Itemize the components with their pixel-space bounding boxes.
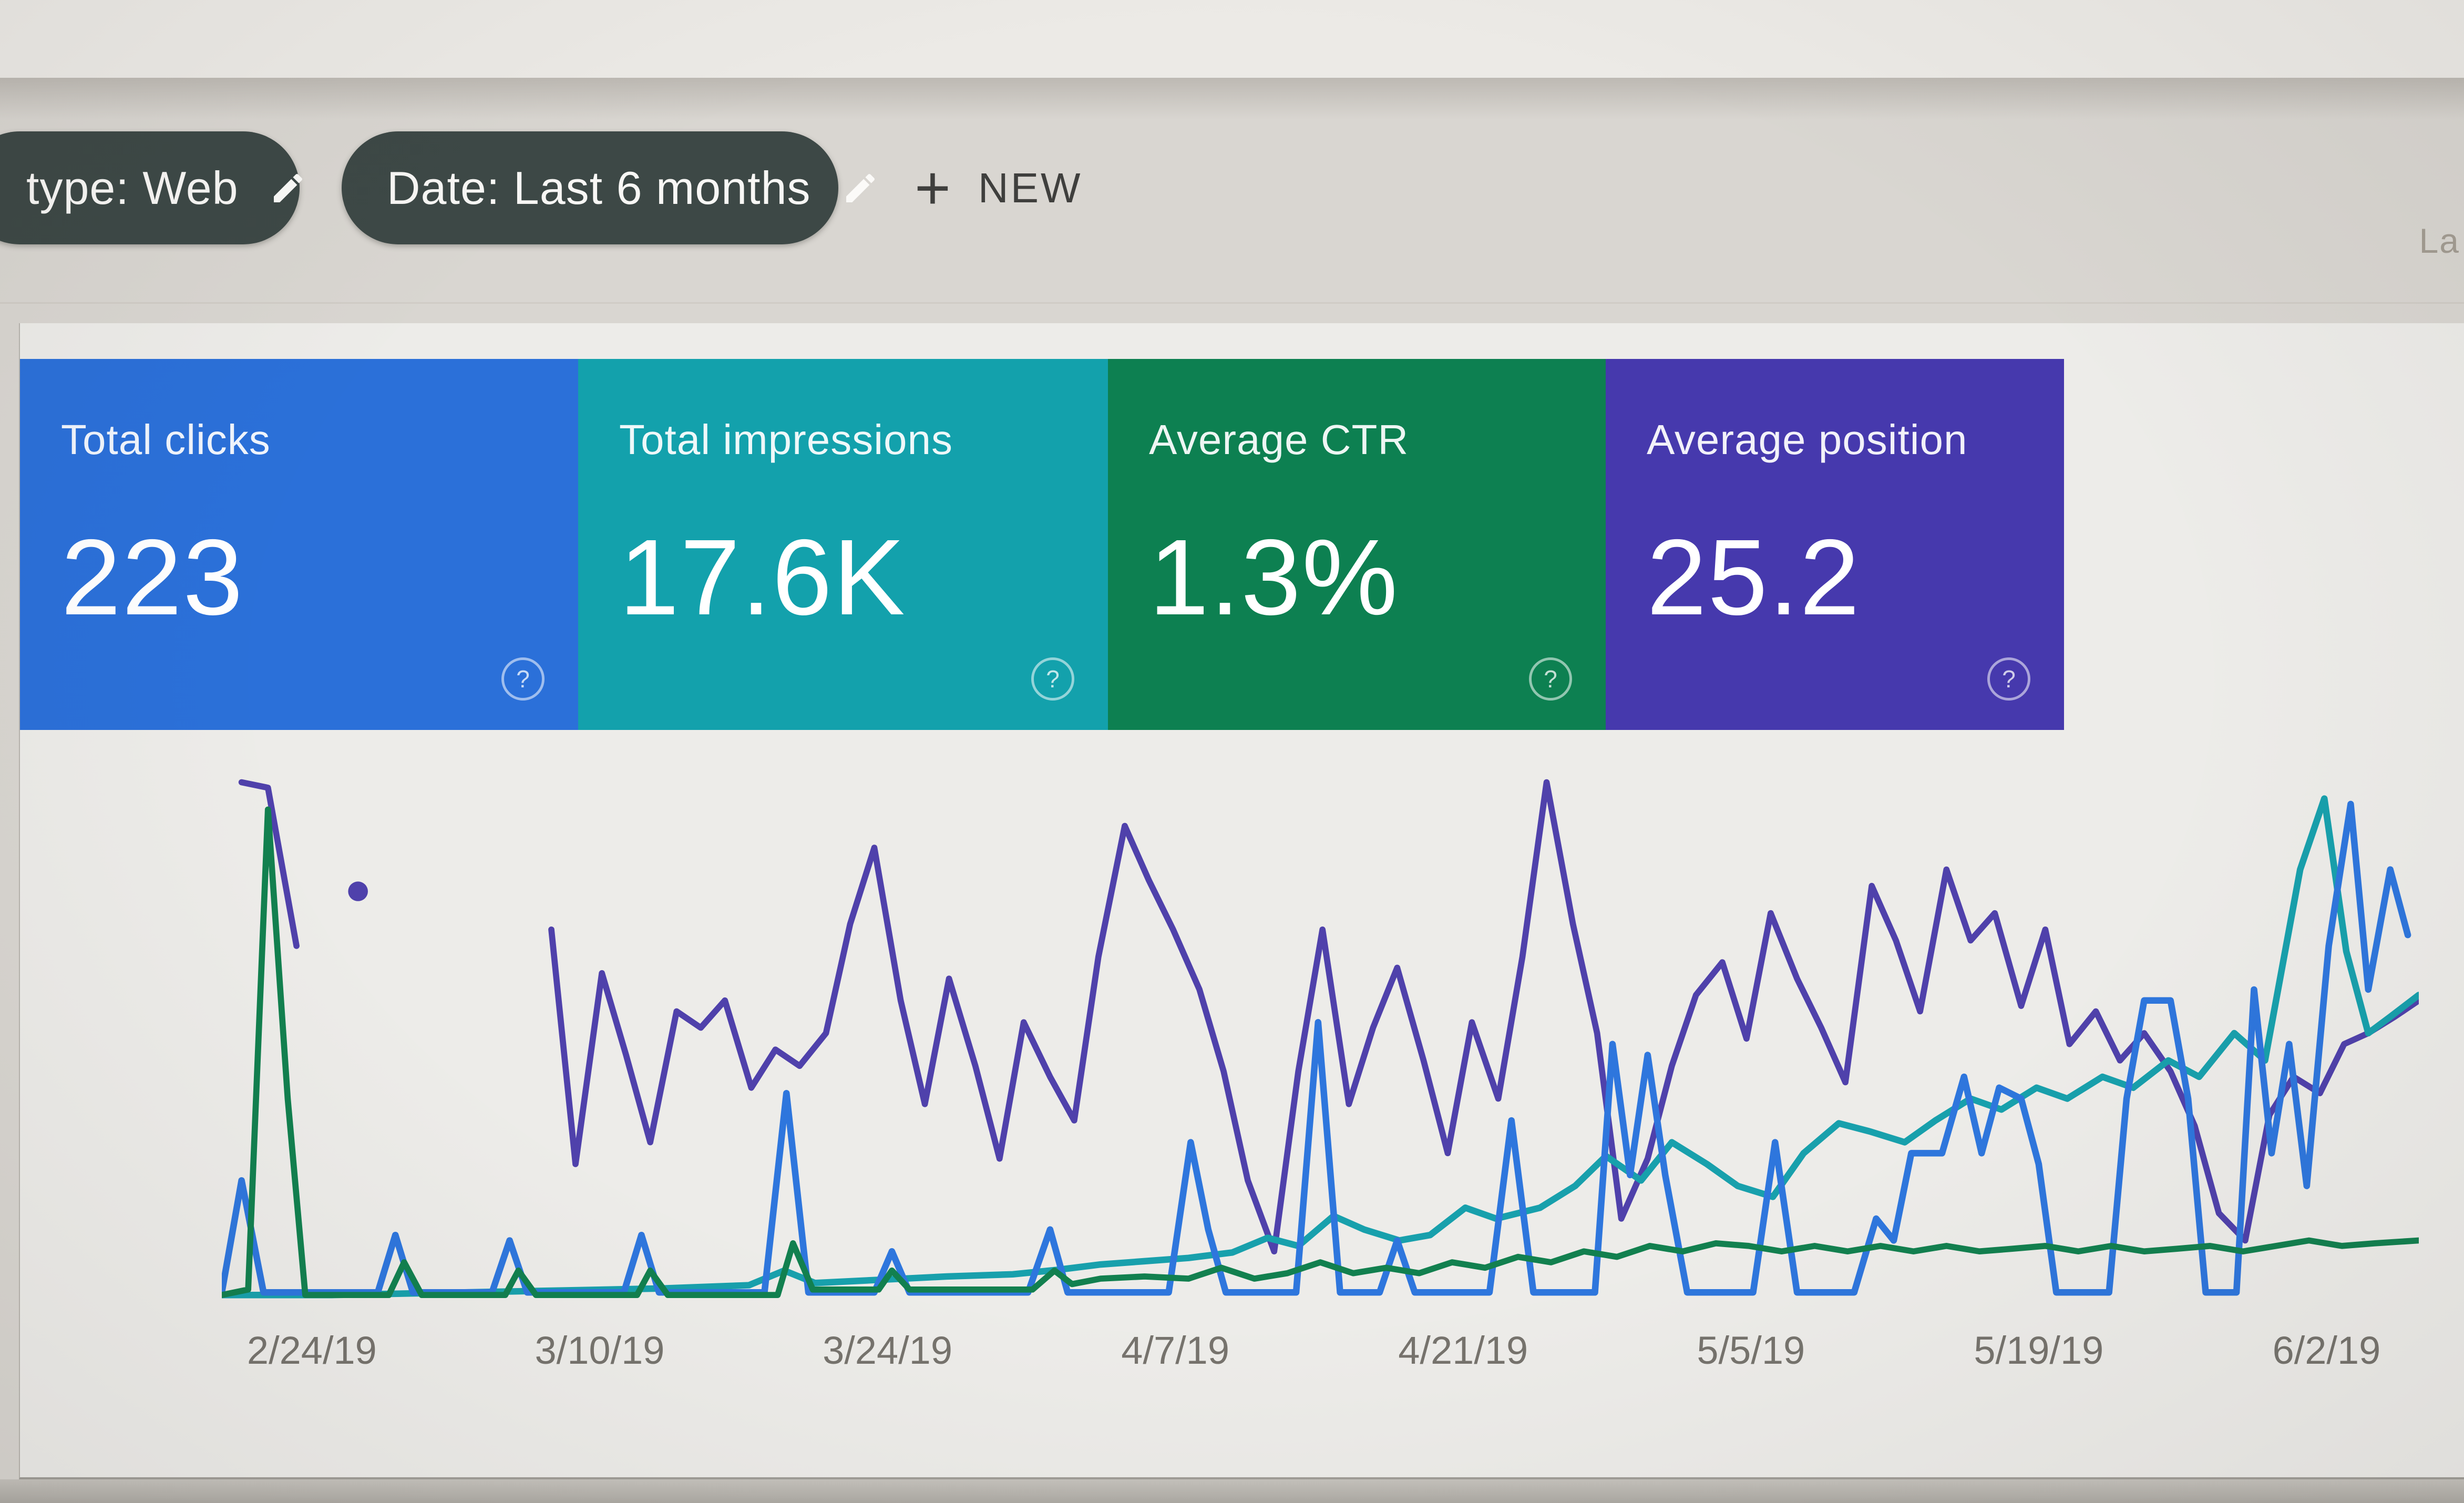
help-icon[interactable]: ?	[1031, 657, 1074, 701]
card-average-position[interactable]: Average position 25.2?	[1606, 359, 2064, 730]
card-value: 17.6K	[619, 517, 906, 637]
card-label: Average position	[1647, 416, 1968, 463]
performance-line-chart[interactable]	[222, 760, 2419, 1306]
metric-cards-row: Total clicks 223? Total impressions 17.6K? A…	[20, 359, 2064, 730]
x-axis-label: 4/21/19	[1398, 1329, 1528, 1372]
card-value: 25.2	[1647, 517, 1861, 637]
browser-top-strip	[0, 0, 2464, 78]
card-total-impressions[interactable]: Total impressions 17.6K?	[578, 359, 1108, 730]
series-total-clicks	[222, 800, 2411, 1296]
card-label: Total clicks	[61, 416, 271, 463]
new-filter-button-label: NEW	[978, 164, 1083, 211]
card-label: Average CTR	[1149, 416, 1409, 463]
edit-icon[interactable]	[841, 169, 879, 207]
filter-chip-search-type[interactable]: type: Web	[0, 131, 302, 244]
card-total-clicks[interactable]: Total clicks 223?	[20, 359, 578, 730]
help-icon[interactable]: ?	[501, 657, 545, 701]
chart-x-axis: 2/24/19 3/10/19 3/24/19 4/7/19 4/21/19 5/5/19…	[222, 1328, 2419, 1381]
filter-chip-date-label: Date: Last 6 months	[387, 161, 811, 214]
filter-chip-search-type-label: type: Web	[26, 161, 239, 214]
series-point-average-position	[348, 881, 368, 901]
x-axis-label: 3/24/19	[823, 1329, 952, 1372]
plus-icon: +	[915, 153, 951, 223]
top-shadow-band	[0, 78, 2464, 120]
x-axis-label: 4/7/19	[1121, 1329, 1229, 1372]
card-label: Total impressions	[619, 416, 953, 463]
series-average-position	[548, 779, 2419, 1255]
x-axis-label: 3/10/19	[535, 1329, 665, 1372]
edit-icon[interactable]	[269, 169, 307, 207]
header-divider	[0, 302, 2464, 304]
x-axis-label: 5/19/19	[1974, 1329, 2104, 1372]
performance-panel: Total clicks 223? Total impressions 17.6K? A…	[19, 323, 2464, 1479]
card-average-ctr[interactable]: Average CTR 1.3%?	[1108, 359, 1606, 730]
line-chart-svg	[222, 779, 2419, 1299]
series-average-position	[238, 779, 300, 949]
card-value: 1.3%	[1149, 517, 1399, 637]
series-average-ctr	[222, 806, 2419, 1299]
card-value: 223	[61, 517, 244, 637]
help-icon[interactable]: ?	[1987, 657, 2030, 701]
screen-bottom-shadow	[0, 1479, 2464, 1503]
x-axis-label: 2/24/19	[247, 1329, 377, 1372]
truncated-last-updated-text: La	[2419, 221, 2460, 260]
new-filter-button[interactable]: + NEW	[915, 141, 1083, 235]
x-axis-label: 5/5/19	[1697, 1329, 1805, 1372]
filter-chip-date-range[interactable]: Date: Last 6 months	[342, 131, 875, 244]
x-axis-label: 6/2/19	[2272, 1329, 2381, 1372]
help-icon[interactable]: ?	[1529, 657, 1572, 701]
